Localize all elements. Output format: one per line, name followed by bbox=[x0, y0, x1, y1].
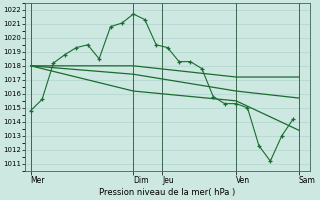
X-axis label: Pression niveau de la mer( hPa ): Pression niveau de la mer( hPa ) bbox=[100, 188, 236, 197]
